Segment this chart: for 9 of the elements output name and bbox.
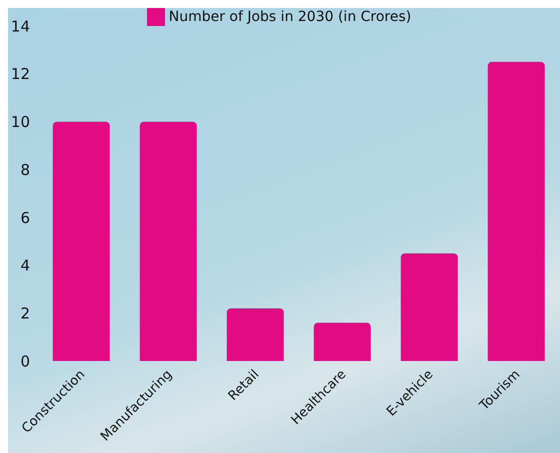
y-tick-label: 10 [10,113,30,132]
y-tick-label: 6 [20,208,30,227]
legend-label: Number of Jobs in 2030 (in Crores) [168,8,412,25]
y-tick-label: 12 [10,65,30,84]
y-tick-label: 0 [20,352,30,370]
y-tick-label: 8 [20,160,30,179]
y-tick-label: 2 [20,304,30,322]
y-tick-label: 14 [10,17,30,36]
y-tick-label: 4 [20,256,30,275]
